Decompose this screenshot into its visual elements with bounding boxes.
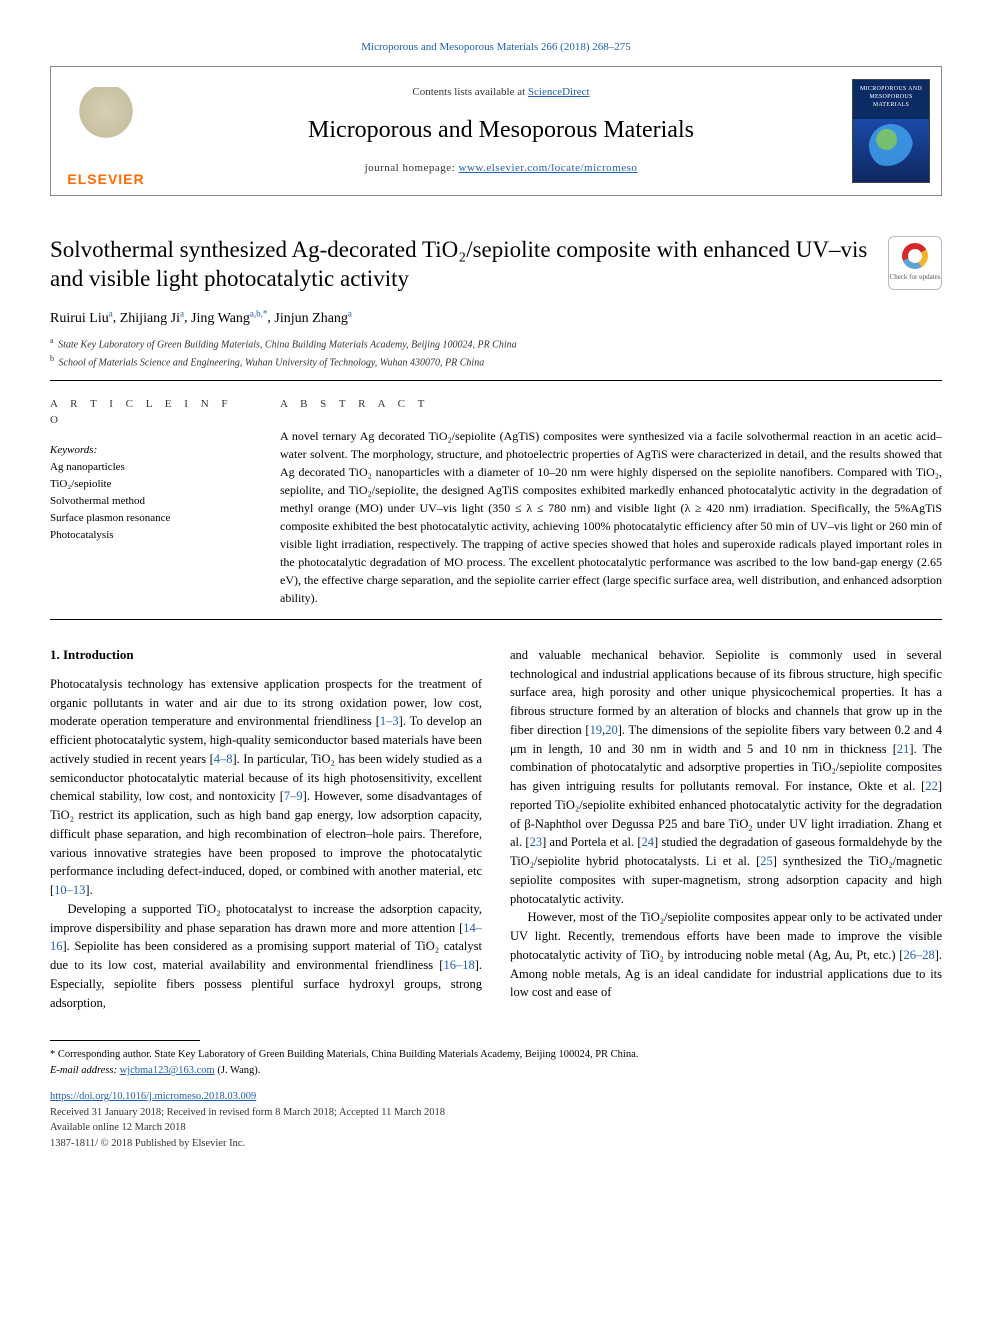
affil-ref-link[interactable]: a [109,308,113,318]
journal-homepage: journal homepage: www.elsevier.com/locat… [171,161,831,177]
keyword: Ag nanoparticles [50,459,250,476]
journal-header: ELSEVIER Contents lists available at Sci… [50,66,942,196]
rule-bottom [50,619,942,620]
journal-cover: MICROPOROUS AND MESOPOROUS MATERIALS [841,67,941,195]
citation-link[interactable]: 24 [642,835,655,849]
cover-thumb-label: MICROPOROUS AND MESOPOROUS MATERIALS [857,86,925,109]
paragraph: and valuable mechanical behavior. Sepiol… [510,646,942,909]
author-sup: a,b,* [250,308,268,318]
footnote-separator [50,1040,200,1041]
author-sup: a [180,308,184,318]
publisher-name: ELSEVIER [67,169,144,189]
affiliations: a State Key Laboratory of Green Building… [50,335,942,370]
contents-line: Contents lists available at ScienceDirec… [171,85,831,101]
author: Jing Wanga,b,* [191,311,267,326]
affil-ref-link[interactable]: a [348,308,352,318]
corresponding-author-note: * Corresponding author. State Key Labora… [50,1047,942,1063]
crossmark-label: Check for updates [890,272,941,282]
citation-link[interactable]: 14–16 [50,921,482,954]
citation-link[interactable]: 26–28 [903,948,934,962]
received-dates: Received 31 January 2018; Received in re… [50,1105,942,1121]
citation-link[interactable]: 7–9 [284,789,303,803]
citation-link[interactable]: 19 [590,723,603,737]
email-link[interactable]: wjcbma123@163.com [120,1065,215,1076]
abstract-col: A B S T R A C T A novel ternary Ag decor… [280,397,942,607]
author-sup: a [348,308,352,318]
keywords-label: Keywords: [50,443,250,459]
author: Ruirui Liua [50,311,113,326]
top-citation[interactable]: Microporous and Mesoporous Materials 266… [50,40,942,56]
copyright-line: 1387-1811/ © 2018 Published by Elsevier … [50,1136,942,1152]
keyword: Solvothermal method [50,493,250,510]
cover-thumb-icon: MICROPOROUS AND MESOPOROUS MATERIALS [852,79,930,183]
email-label: E-mail address: [50,1065,117,1076]
sciencedirect-link[interactable]: ScienceDirect [528,86,590,98]
author: Jinjun Zhanga [274,311,352,326]
keyword: Surface plasmon resonance [50,510,250,527]
affil-ref-link[interactable]: a [180,308,184,318]
abstract-heading: A B S T R A C T [280,397,942,413]
doi-block: https://doi.org/10.1016/j.micromeso.2018… [50,1089,942,1152]
paragraph: Developing a supported TiO₂ photocatalys… [50,900,482,1013]
section-1-heading: 1. Introduction [50,646,482,665]
article-title: Solvothermal synthesized Ag-decorated Ti… [50,236,888,294]
affil-ref-link[interactable]: * [263,308,268,318]
homepage-prefix: journal homepage: [365,162,459,174]
footnotes: * Corresponding author. State Key Labora… [50,1047,942,1079]
citation-link[interactable]: 4–8 [214,752,233,766]
article-info-col: A R T I C L E I N F O Keywords: Ag nanop… [50,397,250,607]
body-left-col: 1. Introduction Photocatalysis technolog… [50,646,482,1012]
publisher-logo: ELSEVIER [51,67,161,195]
journal-name: Microporous and Mesoporous Materials [171,113,831,148]
elsevier-tree-icon [71,87,141,167]
abstract-text: A novel ternary Ag decorated TiO₂/sepiol… [280,427,942,607]
citation-link[interactable]: 23 [530,835,543,849]
keyword: Photocatalysis [50,527,250,544]
citation-link[interactable]: 22 [925,779,938,793]
citation-link[interactable]: 16–18 [443,958,474,972]
homepage-link[interactable]: www.elsevier.com/locate/micromeso [459,162,638,174]
body-right-col: and valuable mechanical behavior. Sepiol… [510,646,942,1012]
affiliation: b School of Materials Science and Engine… [50,353,942,370]
citation-link[interactable]: 25 [760,854,773,868]
email-person: (J. Wang). [217,1065,260,1076]
doi-link[interactable]: https://doi.org/10.1016/j.micromeso.2018… [50,1091,256,1102]
paragraph: Photocatalysis technology has extensive … [50,675,482,900]
author-sup: a [109,308,113,318]
paragraph: However, most of the TiO₂/sepiolite comp… [510,908,942,1002]
citation-link[interactable]: 10–13 [54,883,85,897]
affil-ref-link[interactable]: a [250,308,254,318]
citation-link[interactable]: 21 [897,742,910,756]
article-info-heading: A R T I C L E I N F O [50,397,250,429]
authors-line: Ruirui Liua, Zhijiang Jia, Jing Wanga,b,… [50,307,942,329]
online-date: Available online 12 March 2018 [50,1120,942,1136]
body-columns: 1. Introduction Photocatalysis technolog… [50,646,942,1012]
citation-link[interactable]: 1–3 [380,714,399,728]
keywords-list: Ag nanoparticlesTiO₂/sepioliteSolvotherm… [50,459,250,544]
citation-link[interactable]: 20 [605,723,618,737]
crossmark-icon [902,243,928,269]
affiliation: a State Key Laboratory of Green Building… [50,335,942,352]
contents-prefix: Contents lists available at [412,86,527,98]
header-center: Contents lists available at ScienceDirec… [161,77,841,186]
affil-ref-link[interactable]: b [256,308,261,318]
author: Zhijiang Jia [120,311,184,326]
rule-top [50,380,942,381]
crossmark-badge[interactable]: Check for updates [888,236,942,290]
keyword: TiO₂/sepiolite [50,476,250,493]
